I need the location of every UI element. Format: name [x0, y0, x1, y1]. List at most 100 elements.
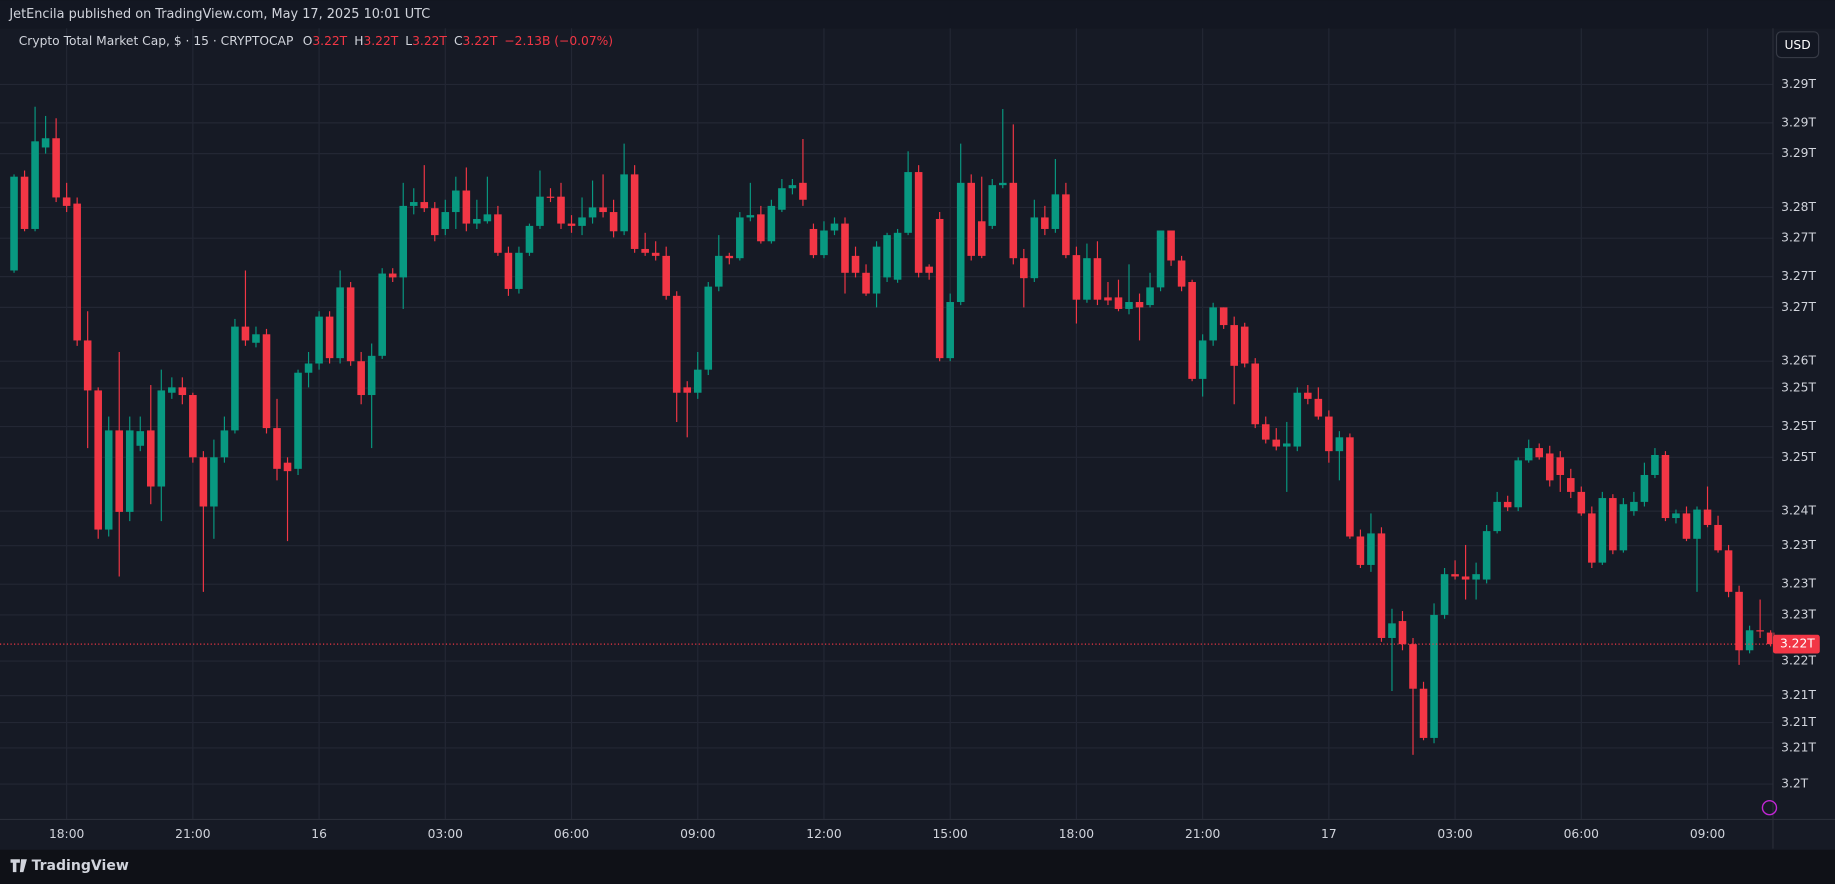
candle-body — [809, 228, 818, 256]
candle-body — [788, 185, 797, 189]
candle-body — [1672, 513, 1680, 519]
candle-body — [1219, 307, 1228, 326]
legend-key: O — [303, 34, 313, 48]
lightning-icon[interactable] — [1761, 799, 1778, 816]
candle-body — [20, 176, 29, 229]
candle-body — [1272, 439, 1281, 447]
candle-body — [241, 326, 250, 341]
candle-body — [1335, 437, 1344, 452]
candle-body — [31, 141, 39, 229]
candle-body — [767, 205, 776, 242]
candle-body — [1261, 424, 1270, 440]
candle-body — [157, 390, 166, 487]
candle-body — [1282, 443, 1291, 447]
candle-body — [567, 223, 576, 226]
candle-body — [10, 176, 18, 271]
candle-body — [504, 252, 513, 289]
candle-body — [430, 208, 439, 236]
candle-body — [1398, 621, 1407, 645]
candle-body — [841, 223, 849, 273]
legend-value: 3.22T — [363, 34, 398, 48]
candle-body — [494, 214, 502, 253]
candle-body — [1745, 630, 1754, 651]
legend-change: −2.13B (−0.07%) — [504, 34, 613, 48]
candle-body — [189, 395, 197, 458]
y-tick-label: 3.29T — [1781, 115, 1816, 129]
candle-body — [620, 174, 628, 232]
candle-body — [1440, 574, 1449, 615]
x-tick-label: 09:00 — [680, 827, 715, 841]
x-tick-label: 06:00 — [1564, 827, 1599, 841]
candle-body — [1167, 230, 1175, 261]
candle-body — [367, 355, 376, 396]
candle-body — [1588, 513, 1596, 563]
candle-body — [409, 202, 418, 206]
x-tick-label: 12:00 — [806, 827, 841, 841]
candle-body — [1609, 498, 1617, 551]
candle-body — [588, 207, 597, 218]
top-bar — [0, 0, 1835, 29]
x-tick-label: 09:00 — [1690, 827, 1725, 841]
candle-body — [83, 340, 92, 391]
candle-body — [946, 302, 954, 359]
candle-body — [1240, 326, 1249, 364]
candle-body — [1041, 217, 1049, 229]
candle-body — [1251, 363, 1260, 425]
candle-body — [641, 248, 649, 253]
legend-value: 3.22T — [312, 34, 347, 48]
candle-body — [1009, 182, 1018, 259]
x-tick-label: 18:00 — [1059, 827, 1094, 841]
candle-body — [1293, 392, 1302, 447]
candle-body — [536, 196, 544, 226]
y-tick-label: 3.22T — [1781, 654, 1816, 668]
candle-body — [1377, 533, 1386, 638]
candle-body — [1188, 282, 1196, 379]
candle-body — [1619, 504, 1628, 551]
candle-body — [1125, 302, 1133, 309]
y-tick-label: 3.21T — [1781, 715, 1816, 729]
candle-body — [988, 185, 997, 226]
candle-body — [1524, 448, 1533, 461]
candle-body — [1367, 533, 1375, 565]
candle-body — [52, 138, 60, 198]
candle-body — [1314, 398, 1323, 417]
x-tick-label: 21:00 — [175, 827, 210, 841]
candle-body — [1209, 307, 1217, 341]
candle-body — [525, 225, 534, 253]
candle-body — [1083, 258, 1091, 300]
y-tick-label: 3.25T — [1781, 381, 1816, 395]
candle-body — [651, 252, 660, 256]
y-tick-label: 3.26T — [1781, 354, 1816, 368]
candle-body — [1556, 457, 1565, 475]
y-tick-label: 3.21T — [1781, 688, 1816, 702]
candle-body — [1146, 287, 1154, 306]
candle-body — [1724, 550, 1733, 592]
candle-body — [1693, 509, 1701, 539]
y-tick-label: 3.27T — [1781, 269, 1816, 283]
currency-button[interactable] — [1775, 31, 1820, 59]
y-tick-label: 3.21T — [1781, 740, 1816, 754]
candle-body — [1566, 478, 1575, 492]
x-tick-label: 06:00 — [554, 827, 589, 841]
candle-body — [1356, 536, 1365, 565]
candle-body — [546, 196, 555, 198]
brand-name: TradingView — [32, 858, 129, 874]
last-price-label: 3.22T — [1780, 637, 1815, 651]
candle-body — [231, 326, 239, 431]
candle-body — [283, 462, 292, 472]
legend-key: H — [354, 34, 363, 48]
candle-body — [1093, 258, 1102, 300]
candle-body — [1493, 501, 1501, 532]
y-tick-label: 3.25T — [1781, 419, 1816, 433]
candle-body — [872, 246, 881, 294]
candle-body — [168, 387, 176, 393]
candle-body — [1703, 509, 1712, 525]
chart-area — [0, 28, 1835, 850]
candle-body — [294, 372, 302, 469]
candle-body — [683, 387, 692, 393]
currency-label[interactable]: USD — [1784, 38, 1810, 52]
candle-body — [304, 363, 313, 373]
x-tick-label: 21:00 — [1185, 827, 1220, 841]
candle-body — [1325, 416, 1333, 452]
candle-body — [315, 316, 323, 364]
